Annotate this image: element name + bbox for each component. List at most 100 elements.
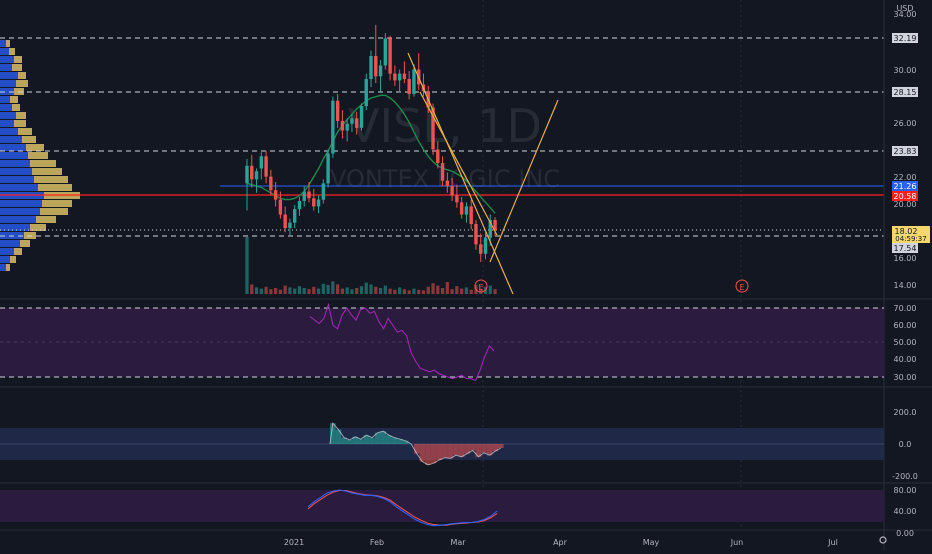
earnings-marker-past[interactable]: E (474, 279, 488, 293)
trendlines[interactable] (407, 52, 559, 295)
candle-body (469, 206, 473, 225)
macd-histogram (329, 422, 504, 466)
candles (245, 24, 497, 262)
volume-profile-bar (0, 120, 14, 127)
macd-panel[interactable] (0, 422, 884, 466)
volume-profile-bar (0, 48, 9, 55)
volume-bar (398, 287, 402, 294)
ema-line (246, 94, 496, 214)
time-label: Mar (450, 538, 466, 547)
volume-bar (345, 287, 349, 294)
volume-profile-bar (0, 72, 18, 79)
rsi-axis: 70.00 60.00 50.00 40.00 30.00 (894, 304, 917, 382)
volume-profile-bar (42, 200, 72, 207)
volume-bar (312, 286, 316, 294)
volume-bar (378, 288, 383, 294)
candle-body (397, 73, 402, 81)
volume-profile-bar (18, 128, 32, 135)
volume-profile-bar (0, 248, 14, 255)
volume-profile-bar (0, 208, 40, 215)
time-label: Apr (553, 538, 568, 547)
volume-bar (316, 288, 321, 294)
volume-bar (421, 290, 426, 294)
candle-body (407, 79, 411, 94)
volume-bar (388, 288, 392, 294)
candle-body (393, 73, 397, 81)
candle-body (474, 224, 478, 245)
volume-bar (450, 289, 454, 294)
candle-body (335, 100, 340, 122)
volume-profile-bar (14, 248, 22, 255)
price-tick: 22.00 (894, 173, 917, 182)
volume-bar (245, 237, 249, 294)
time-label: May (643, 538, 660, 547)
volume-profile-bar (6, 40, 10, 47)
time-label: 2021 (284, 538, 304, 547)
time-axis[interactable]: 2021 Feb Mar Apr May Jun Jul (284, 538, 838, 547)
rsi-line (309, 302, 495, 382)
volume-bar (254, 287, 259, 294)
volume-bar (436, 285, 440, 294)
volume-bar (469, 289, 473, 294)
volume-profile-bar (0, 80, 16, 87)
price-axis[interactable]: USD 34.00 30.00 26.00 22.00 20.00 16.00 … (894, 4, 917, 290)
candle-body (431, 107, 435, 150)
candle-body (345, 123, 349, 131)
volume-profile-bar (0, 152, 28, 159)
volume-bar (364, 282, 368, 294)
volume-profile-bar (0, 56, 14, 63)
stoch-panel[interactable] (0, 489, 884, 527)
macd-histogram-bar (453, 444, 459, 456)
candle-body (464, 206, 469, 215)
volume-bar (407, 290, 411, 294)
volume-profile-bar (14, 120, 26, 127)
svg-text:200.0: 200.0 (894, 408, 917, 417)
candle-body (293, 209, 297, 223)
price-tick: 26.00 (894, 119, 917, 128)
volume-profile-bar (0, 64, 12, 71)
candle-body (302, 191, 306, 201)
volume-profile-bar (0, 88, 14, 95)
settings-gear-icon[interactable] (879, 536, 887, 544)
volume-bar (493, 289, 497, 294)
svg-text:40.00: 40.00 (894, 507, 917, 516)
volume-bar (293, 288, 297, 294)
volume-bar (259, 288, 263, 294)
candle-body (331, 100, 335, 154)
macd-histogram-bar (341, 437, 347, 444)
volume-profile-bar (40, 208, 68, 215)
rsi-panel[interactable] (0, 302, 884, 382)
bar-countdown: 04:59:37 (895, 235, 926, 243)
volume-profile-bar (10, 96, 18, 103)
earnings-marker-upcoming[interactable]: E (735, 279, 749, 293)
candle-body (321, 183, 326, 200)
volume-profile-bar (38, 184, 72, 191)
volume-bar (302, 288, 306, 294)
volume-profile-bar (22, 136, 36, 143)
candle-body (250, 165, 254, 180)
candle-body (436, 149, 440, 164)
volume-bar (426, 286, 430, 294)
currency-label: USD (896, 4, 913, 13)
macd-histogram-bar (436, 444, 442, 460)
volume-profile-bar (0, 104, 12, 111)
macd-histogram-bar (425, 444, 431, 465)
candle-body (445, 180, 450, 187)
candle-body (273, 190, 278, 200)
volume-bar (488, 285, 492, 294)
candle-body (278, 199, 283, 215)
macd-histogram-bar (335, 429, 342, 444)
svg-text:E: E (739, 283, 744, 292)
volume-bar (412, 288, 416, 294)
candle-body (259, 156, 264, 169)
candle-body (283, 214, 287, 229)
candle-body (307, 191, 311, 199)
volume-profile-bar (30, 224, 46, 231)
volume-profile-bar (0, 256, 10, 263)
candle-body (254, 171, 259, 180)
macd-histogram-bar (486, 444, 493, 456)
macd-histogram-bar (346, 440, 353, 444)
svg-text:60.00: 60.00 (894, 321, 917, 330)
volume-bar (350, 289, 354, 294)
